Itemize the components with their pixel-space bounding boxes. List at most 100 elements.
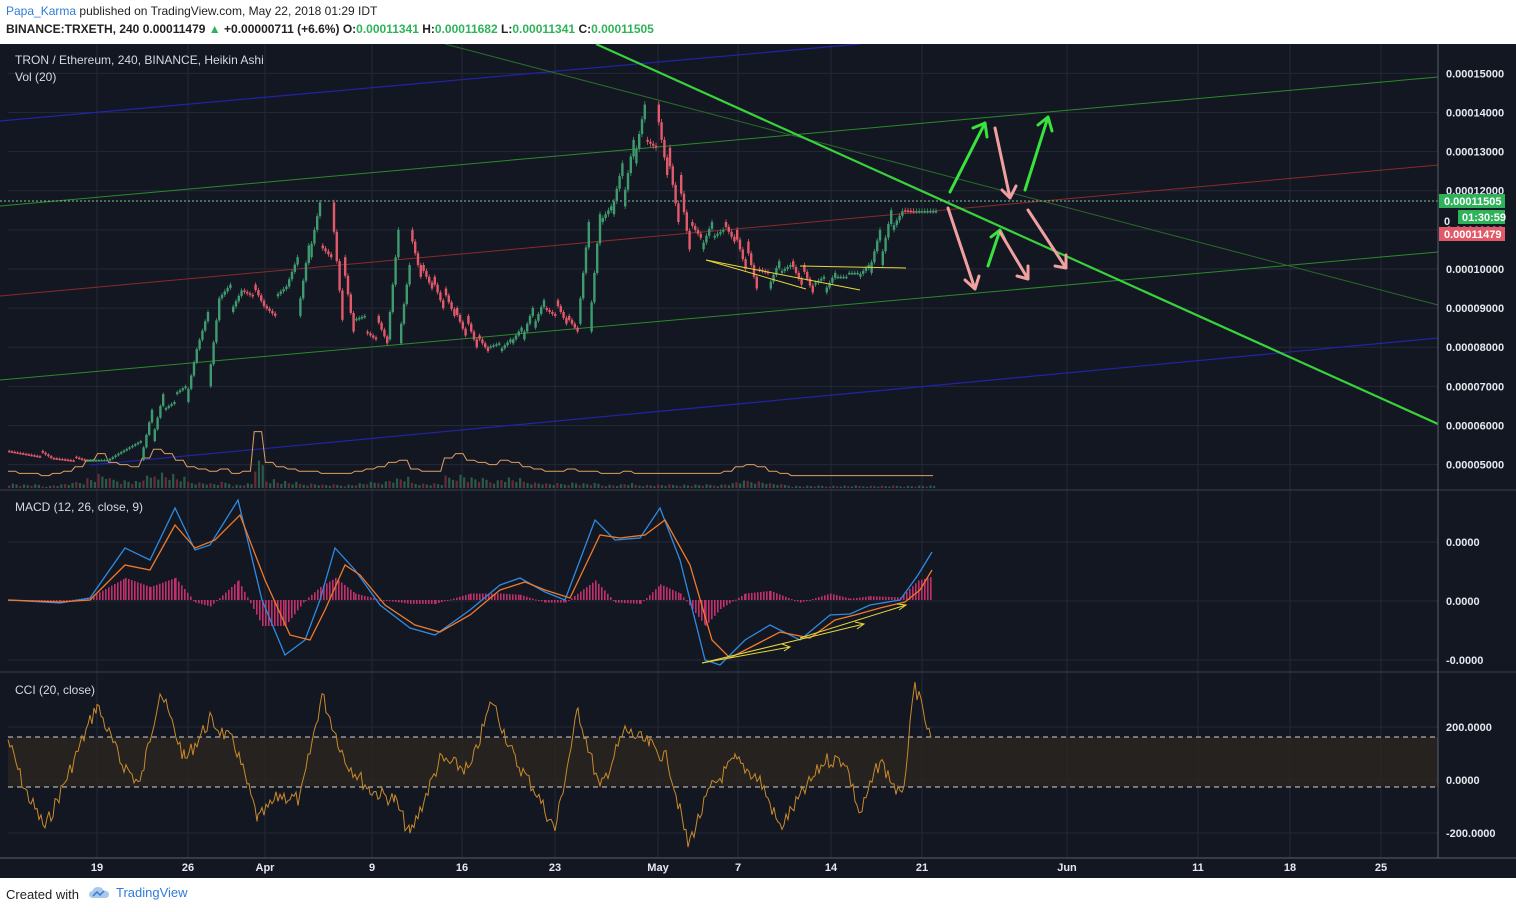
volume-bar (545, 483, 548, 488)
macd-hist-bar (873, 596, 875, 600)
macd-hist-bar (379, 599, 381, 601)
candle-body (724, 222, 728, 227)
cci-pane-title: CCI (20, close) (15, 683, 95, 697)
candle-body (114, 455, 117, 458)
volume-bar (164, 477, 167, 488)
macd-hist-bar (701, 600, 703, 621)
candle-body (766, 271, 770, 274)
macd-axis[interactable]: 0.0000 0.0000 -0.0000 (1446, 537, 1483, 667)
candle-body (484, 343, 487, 348)
macd-hist-bar (434, 600, 436, 604)
macd-hist-bar (373, 598, 375, 600)
macd-hist-bar (231, 587, 233, 600)
volume-bar (433, 483, 436, 488)
candle-body (416, 253, 420, 266)
candle-body (58, 458, 61, 461)
macd-hist-bar (809, 599, 811, 601)
macd-hist-bar (114, 584, 116, 600)
price-tick-label: 0.00006000 (1446, 420, 1504, 432)
close-label: C: (578, 22, 592, 36)
candle-body (310, 243, 313, 258)
macd-hist-bar (50, 600, 52, 602)
macd-hist-bar (344, 584, 346, 600)
macd-hist-bar (726, 600, 728, 606)
candle-body (27, 454, 30, 456)
macd-hist-bar (335, 577, 337, 600)
volume-bar (276, 482, 279, 488)
volume-bar (634, 484, 637, 488)
volume-bar (862, 486, 865, 488)
candle-body (55, 458, 58, 460)
cci-axis[interactable]: 200.0000 0.0000 -200.0000 (1446, 722, 1496, 840)
candle-body (360, 316, 364, 319)
macd-hist-bar (479, 593, 481, 600)
macd-hist-bar (554, 600, 556, 603)
volume-bar (858, 485, 861, 488)
volume-bar (190, 483, 193, 488)
time-tick-label: 19 (91, 862, 103, 874)
macd-hist-bar (680, 593, 682, 600)
volume-bar (593, 483, 596, 488)
volume-bar (302, 484, 305, 488)
volume-bar (388, 480, 391, 488)
volume-bar (742, 480, 746, 488)
volume-bar (705, 484, 708, 488)
macd-pane[interactable]: MACD (12, 26, close, 9) (0, 489, 1516, 666)
macd-hist-bar (888, 596, 890, 600)
volume-bar (254, 471, 257, 488)
candle-body (374, 337, 378, 340)
last-price-badge-text: 0.00011479 (1444, 229, 1502, 241)
macd-hist-bar (314, 592, 316, 600)
candle-body (797, 272, 800, 279)
volume-bar (403, 481, 406, 488)
candle-body (738, 239, 742, 250)
candle-body (134, 444, 137, 446)
volume-bar (269, 483, 272, 488)
candle-body (279, 291, 282, 294)
macd-hist-bar (69, 600, 71, 601)
candle-body (556, 300, 560, 307)
candle-body (632, 139, 635, 157)
volume-bar (366, 484, 369, 488)
candle-body (192, 362, 196, 376)
macd-hist-bar (210, 600, 212, 607)
author-link[interactable]: Papa_Karma (6, 4, 77, 18)
cci-pane[interactable]: CCI (20, close) (0, 671, 1516, 848)
low-value: 0.00011341 (512, 22, 576, 36)
macd-hist-bar (921, 579, 923, 600)
pink-arrow-down-2 (993, 126, 1018, 200)
candle-body (125, 448, 128, 451)
macd-hist-bar (779, 594, 781, 600)
volume-bar (731, 483, 734, 488)
candle-body (565, 317, 568, 324)
volume-bar (496, 480, 499, 488)
candle-body (918, 211, 921, 213)
volume-bar (224, 482, 227, 488)
candle-body (167, 405, 170, 408)
macd-hist-bar (201, 600, 203, 605)
macd-hist-bar (544, 600, 546, 603)
volume-bar (175, 479, 179, 488)
volume-bar (19, 485, 22, 488)
time-axis[interactable]: 19 26 Apr 9 16 23 May 7 14 21 Jun 11 18 25 (91, 862, 1387, 874)
price-tick-label: 0.00008000 (1446, 342, 1504, 354)
candle-body (430, 282, 434, 289)
macd-hist-bar (613, 600, 615, 601)
price-pane[interactable]: TRON / Ethereum, 240, BINANCE, Heikin As… (0, 44, 1439, 488)
candle-body (248, 293, 252, 295)
candle-body (383, 329, 386, 337)
macd-hist-bar (627, 600, 629, 604)
volume-bar (612, 485, 615, 488)
macd-hist-bar (494, 593, 496, 600)
macd-hist-bar (830, 593, 832, 600)
candle-body (705, 235, 708, 243)
macd-hist-bar (512, 594, 514, 600)
candle-body (234, 301, 238, 307)
candle-body (478, 335, 481, 340)
chart-canvas[interactable]: TRON / Ethereum, 240, BINANCE, Heikin As… (0, 44, 1516, 878)
candle-body (178, 390, 182, 393)
volume-bar (194, 484, 197, 488)
candle-body (755, 276, 758, 289)
candle-body (713, 235, 716, 238)
tradingview-brand[interactable]: TradingView (88, 885, 188, 900)
